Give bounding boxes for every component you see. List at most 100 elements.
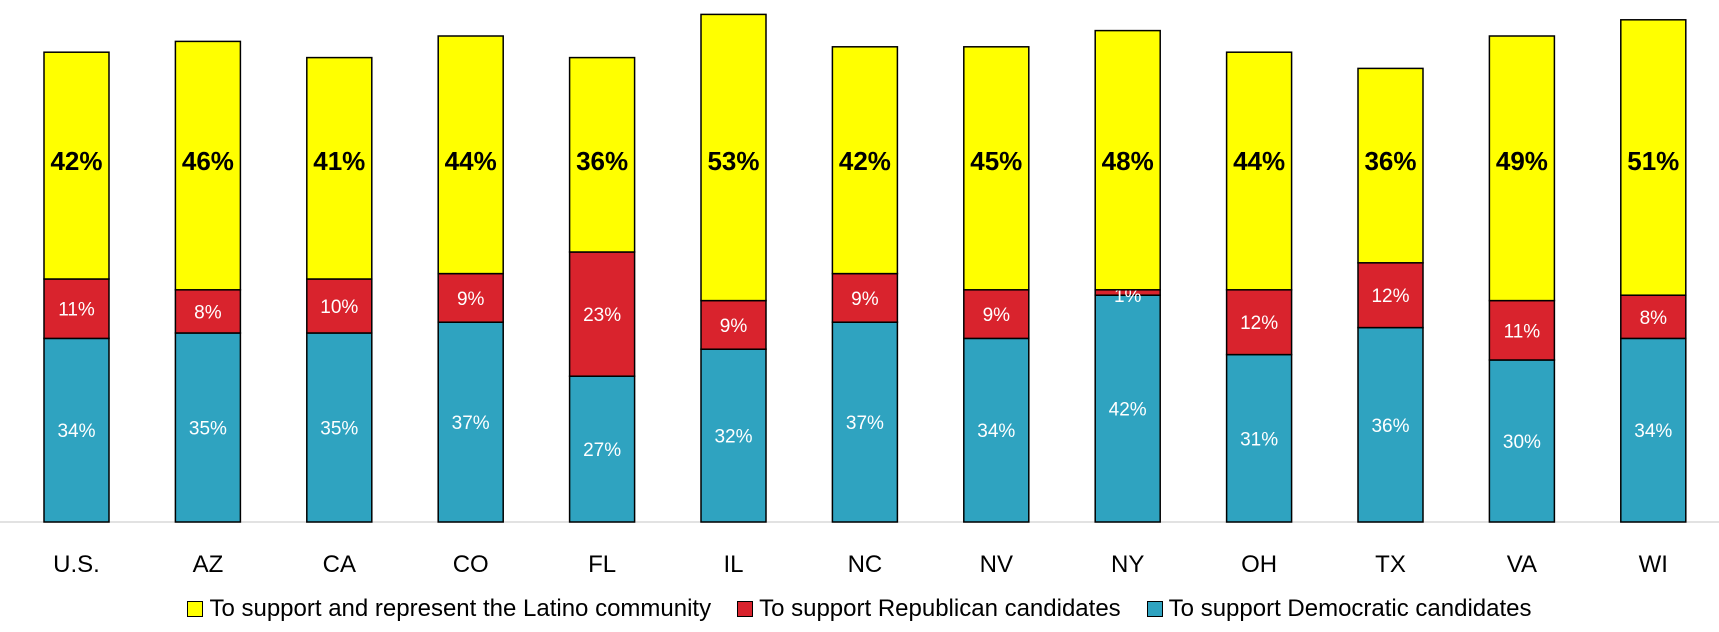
x-tick-label-nc: NC (848, 551, 883, 578)
x-tick-label-ny: NY (1111, 551, 1144, 578)
bar-wi-series-1 (1620, 294, 1687, 340)
bar-il-series-1 (700, 299, 767, 350)
bar-u-s-series-2 (43, 51, 110, 280)
bar-co-series-0 (437, 321, 504, 523)
legend-label-democratic: To support Democratic candidates (1168, 595, 1532, 622)
bar-fl-series-2 (568, 56, 636, 253)
x-tick-label-ca: CA (323, 551, 356, 578)
legend-swatch-republican (737, 601, 754, 617)
data-label-tx-series-0: 36% (1371, 416, 1409, 437)
data-label-il-series-2: 53% (707, 146, 759, 176)
bar-nc-series-0 (831, 321, 899, 523)
bar-az-series-0 (174, 332, 242, 523)
data-label-wi-series-0: 34% (1634, 421, 1672, 442)
x-tick-label-u-s: U.S. (53, 551, 100, 578)
bar-nc-series-2 (831, 46, 899, 275)
data-label-va-series-2: 49% (1496, 146, 1548, 176)
data-label-nv-series-2: 45% (970, 146, 1022, 176)
legend: To support and represent the Latino comm… (0, 592, 1719, 626)
data-label-fl-series-1: 23% (583, 305, 621, 326)
x-tick-label-az: AZ (193, 551, 224, 578)
bar-az-series-1 (174, 289, 242, 334)
bar-wi-series-0 (1620, 337, 1687, 523)
data-label-co-series-1: 9% (457, 289, 485, 310)
x-tick-label-fl: FL (588, 551, 616, 578)
bar-nv-series-1 (963, 289, 1030, 340)
x-tick-label-oh: OH (1241, 551, 1277, 578)
data-label-ca-series-1: 10% (320, 297, 358, 318)
bar-ca-series-1 (306, 278, 373, 334)
data-label-az-series-1: 8% (194, 302, 222, 323)
data-label-ca-series-0: 35% (320, 419, 358, 440)
data-label-wi-series-1: 8% (1640, 308, 1668, 329)
legend-item-republican: To support Republican candidates (737, 595, 1121, 623)
data-label-nv-series-0: 34% (977, 421, 1015, 442)
data-label-az-series-0: 35% (189, 419, 227, 440)
data-label-fl-series-0: 27% (583, 440, 621, 461)
data-label-ny-series-0: 42% (1109, 400, 1147, 421)
data-label-oh-series-1: 12% (1240, 313, 1278, 334)
data-label-nc-series-2: 42% (839, 146, 891, 176)
bar-il-series-2 (700, 13, 767, 302)
bar-tx-series-2 (1357, 67, 1424, 264)
data-label-az-series-2: 46% (182, 146, 234, 176)
data-label-co-series-0: 37% (452, 413, 490, 434)
x-tick-label-il: IL (723, 551, 743, 578)
legend-swatch-latino-community (187, 601, 204, 617)
bar-u-s-series-0 (43, 337, 110, 523)
x-tick-label-co: CO (453, 551, 489, 578)
x-tick-label-tx: TX (1375, 551, 1406, 578)
bar-co-series-2 (437, 35, 504, 275)
data-label-il-series-0: 32% (714, 427, 752, 448)
data-label-il-series-1: 9% (720, 316, 748, 337)
data-label-ny-series-1: 1% (1114, 286, 1142, 307)
x-tick-label-va: VA (1507, 551, 1537, 578)
data-label-oh-series-0: 31% (1240, 429, 1278, 450)
data-label-va-series-1: 11% (1504, 321, 1541, 342)
x-tick-label-wi: WI (1639, 551, 1668, 578)
bar-nv-series-2 (963, 46, 1030, 291)
data-label-u-s-series-1: 11% (58, 300, 95, 321)
data-label-nc-series-0: 37% (846, 413, 884, 434)
bar-oh-series-1 (1225, 289, 1293, 356)
data-label-nc-series-1: 9% (851, 289, 879, 310)
legend-item-latino-community: To support and represent the Latino comm… (187, 595, 711, 623)
legend-label-republican: To support Republican candidates (759, 595, 1121, 622)
bar-ny-series-2 (1094, 29, 1161, 291)
bar-nv-series-0 (963, 337, 1030, 523)
chart-svg: 34% 11% 42% U.S. 35% 8% 46% AZ 35% 10% 41% CA 37% 9% 4… (0, 13, 1719, 578)
bar-fl-series-1 (568, 251, 636, 377)
bar-va-series-1 (1488, 299, 1556, 361)
bar-va-series-0 (1488, 359, 1556, 523)
data-label-u-s-series-0: 34% (57, 421, 95, 442)
bar-wi-series-2 (1620, 19, 1687, 296)
bar-oh-series-2 (1225, 51, 1293, 291)
legend-label-latino-community: To support and represent the Latino comm… (209, 595, 712, 622)
legend-swatch-democratic (1146, 601, 1163, 617)
bar-u-s-series-1 (43, 278, 110, 340)
bar-tx-series-1 (1357, 262, 1424, 329)
bar-va-series-2 (1488, 35, 1556, 302)
data-label-fl-series-2: 36% (576, 146, 628, 176)
data-label-u-s-series-2: 42% (50, 146, 102, 176)
bar-nc-series-1 (831, 272, 899, 323)
data-label-oh-series-2: 44% (1233, 146, 1285, 176)
data-label-ny-series-2: 48% (1102, 146, 1154, 176)
x-tick-label-nv: NV (980, 551, 1013, 578)
data-label-ca-series-2: 41% (313, 146, 365, 176)
data-label-va-series-0: 30% (1503, 432, 1541, 453)
bar-ca-series-2 (306, 56, 373, 280)
data-label-tx-series-1: 12% (1371, 286, 1409, 307)
data-label-tx-series-2: 36% (1364, 146, 1416, 176)
data-label-nv-series-1: 9% (983, 305, 1011, 326)
data-label-co-series-2: 44% (445, 146, 497, 176)
bar-il-series-0 (700, 348, 767, 523)
legend-item-democratic: To support Democratic candidates (1146, 595, 1532, 623)
bar-oh-series-0 (1225, 353, 1293, 523)
data-label-wi-series-2: 51% (1627, 146, 1679, 176)
bar-co-series-1 (437, 272, 504, 323)
bar-ca-series-0 (306, 332, 373, 523)
bar-az-series-2 (174, 40, 242, 291)
bar-fl-series-0 (568, 375, 636, 523)
